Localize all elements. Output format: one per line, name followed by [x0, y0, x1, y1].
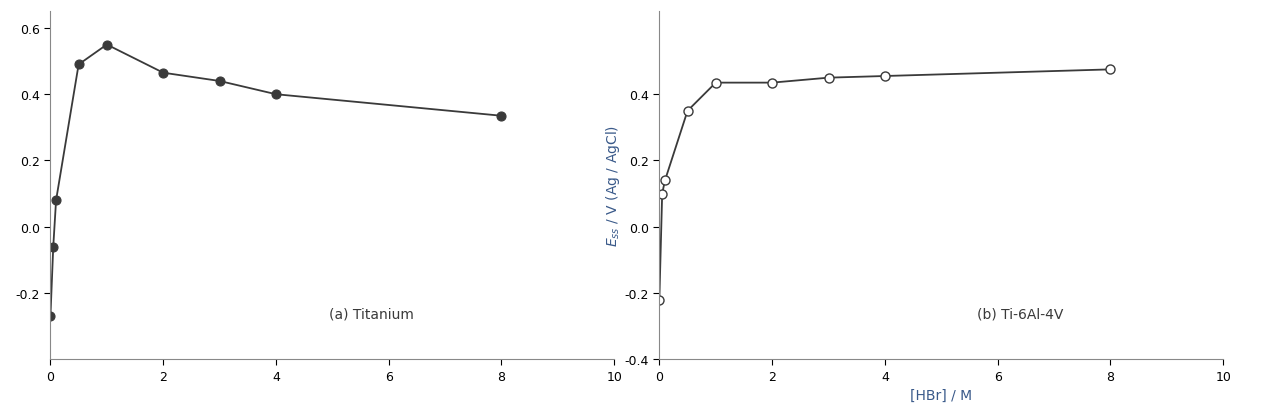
Y-axis label: $\it{E}$$_{ss}$ / V (Ag / AgCl): $\it{E}$$_{ss}$ / V (Ag / AgCl)	[604, 125, 622, 247]
Text: (b) Ti-6Al-4V: (b) Ti-6Al-4V	[977, 307, 1063, 321]
X-axis label: [HBr] / M: [HBr] / M	[910, 388, 972, 402]
Text: (a) Titanium: (a) Titanium	[329, 307, 415, 321]
